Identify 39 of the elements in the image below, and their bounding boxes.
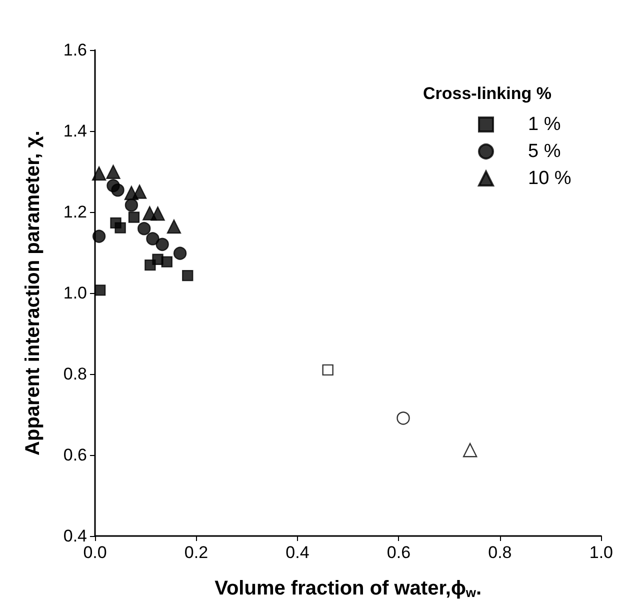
y-tick-label: 0.4: [63, 526, 87, 546]
point: [462, 443, 478, 458]
point: [182, 270, 194, 282]
x-tick-label: 0.4: [286, 543, 310, 562]
point: [92, 166, 106, 181]
x-tick-label: 1.0: [589, 543, 614, 562]
y-tick-label: 1.6: [63, 40, 87, 60]
point: [124, 198, 138, 212]
point: [132, 184, 147, 199]
point: [94, 284, 106, 296]
y-tick-label: 0.8: [63, 364, 87, 384]
point: [114, 222, 126, 234]
point: [92, 230, 106, 243]
x-tick-label: 0.8: [488, 543, 512, 562]
point: [166, 219, 182, 234]
x-tick-label: 0.0: [83, 543, 107, 562]
legend-label: 10 %: [528, 168, 572, 189]
x-tick-label: 0.2: [184, 543, 208, 562]
point: [173, 246, 187, 260]
legend-title: Cross-linking %: [423, 84, 552, 103]
x-axis-title: Volume fraction of water,ϕw.: [214, 578, 482, 600]
point: [396, 412, 410, 425]
y-tick-label: 1.4: [63, 122, 87, 140]
point: [161, 256, 172, 268]
point: [146, 232, 160, 246]
y-tick-label: 1.2: [63, 202, 87, 222]
y-tick-label: 1.0: [63, 284, 87, 302]
point: [106, 164, 120, 180]
point: [128, 212, 140, 223]
y-axis-title: Apparent interaction parameter, χ.: [22, 130, 44, 456]
x-tick-label: 0.6: [386, 543, 411, 562]
legend-label: 5 %: [528, 141, 561, 162]
legend-label: 1 %: [528, 114, 561, 135]
point: [322, 364, 334, 376]
point: [150, 206, 165, 221]
point: [156, 238, 169, 251]
point: [111, 184, 124, 197]
y-tick-label: 0.6: [63, 446, 87, 464]
point: [138, 222, 151, 236]
